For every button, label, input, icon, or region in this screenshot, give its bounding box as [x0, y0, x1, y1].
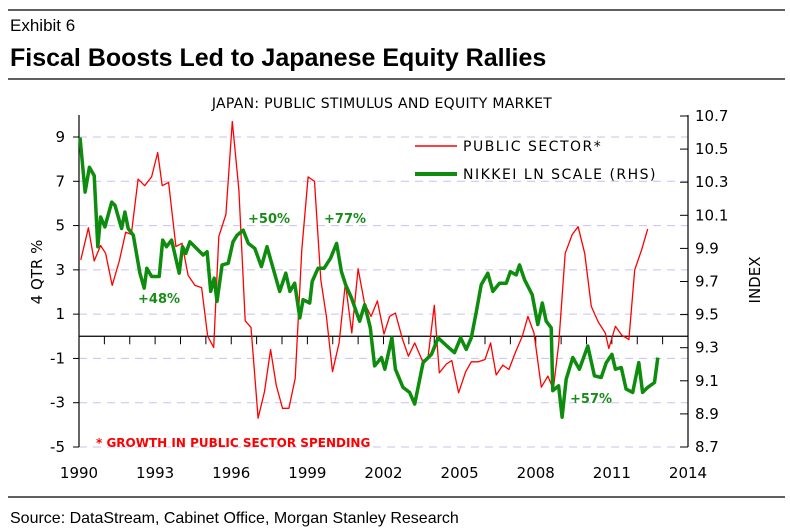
- y-axis-label-right: INDEX: [746, 257, 764, 304]
- y-tick-label-right: 10.5: [695, 140, 728, 158]
- annotation-77: +77%: [324, 212, 366, 227]
- exhibit-label: Exhibit 6: [10, 16, 75, 35]
- legend-label-public: PUBLIC SECTOR*: [463, 139, 602, 155]
- x-tick-label: 1999: [288, 464, 326, 482]
- legend: PUBLIC SECTOR* NIKKEI LN SCALE (RHS): [415, 139, 657, 183]
- y-tick-label-left: -3: [50, 394, 65, 412]
- y-tick-label-left: 3: [55, 261, 65, 279]
- y-axis-label-left: 4 QTR %: [28, 240, 46, 305]
- y-tick-label-left: 7: [55, 172, 65, 190]
- annotation-48: +48%: [138, 292, 180, 307]
- nikkei-line: [78, 137, 660, 419]
- y-tick-label-right: 10.1: [695, 206, 728, 224]
- y-tick-label-right: 9.9: [695, 239, 719, 257]
- footnote: * GROWTH IN PUBLIC SECTOR SPENDING: [96, 436, 370, 450]
- y-tick-label-right: 9.1: [695, 372, 719, 390]
- y-tick-label-left: -5: [50, 438, 65, 456]
- y-tick-label-left: 1: [55, 305, 65, 323]
- chart-title: JAPAN: PUBLIC STIMULUS AND EQUITY MARKET: [211, 96, 552, 112]
- source-note: Source: DataStream, Cabinet Office, Morg…: [10, 510, 459, 527]
- x-tick-label: 1990: [60, 464, 98, 482]
- x-tick-label: 2002: [364, 464, 402, 482]
- x-tick-label: 1993: [136, 464, 174, 482]
- x-tick-label: 1996: [212, 464, 250, 482]
- y-tick-label-right: 9.5: [695, 306, 719, 324]
- legend-label-nikkei: NIKKEI LN SCALE (RHS): [463, 167, 657, 183]
- y-tick-label-left: 9: [55, 128, 65, 146]
- x-tick-label: 2008: [517, 464, 555, 482]
- series-lines: [78, 120, 660, 419]
- y-tick-label-left: 5: [55, 217, 65, 235]
- y-tick-label-right: 10.7: [695, 107, 728, 125]
- page-title: Fiscal Boosts Led to Japanese Equity Ral…: [10, 44, 546, 72]
- x-tick-label: 2014: [669, 464, 707, 482]
- y-tick-label-right: 9.7: [695, 273, 719, 291]
- x-tick-label: 2011: [593, 464, 631, 482]
- y-tick-label-right: 8.7: [695, 438, 719, 456]
- y-tick-label-right: 10.3: [695, 173, 728, 191]
- annotation-57: +57%: [570, 392, 612, 407]
- x-tick-label: 2005: [441, 464, 479, 482]
- y-tick-label-right: 9.3: [695, 339, 719, 357]
- y-tick-label-left: -1: [50, 349, 65, 367]
- annotation-50: +50%: [248, 212, 290, 227]
- y-tick-label-right: 8.9: [695, 405, 719, 423]
- axes: 9 7 5 3 1 -1 -3 -5 10.7 10.5 10.3 10.1 9.9 9.7 9.5 9.3 9…: [50, 107, 728, 482]
